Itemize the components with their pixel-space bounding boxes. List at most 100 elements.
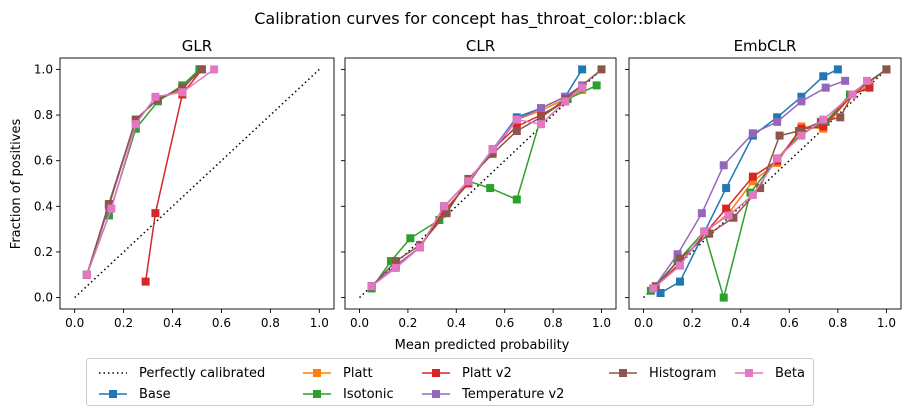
legend-label: Base [139,386,171,402]
line-square-marker-icon [609,369,637,377]
series-line-isotonic [86,68,200,276]
point-beta [819,115,828,124]
series-line-base [371,69,583,287]
x-axis-label: Mean predicted probability [395,338,570,353]
point-isotonic [512,195,521,204]
point-base [773,113,782,122]
point-histogram [178,83,187,92]
point-temperature-v2 [748,129,757,138]
point-beta [151,92,160,101]
point-temperature-v2 [773,117,782,126]
x-tick-label: 0.2 [114,316,133,330]
point-beta [178,88,187,97]
line-square-marker-icon [735,369,763,377]
point-base [797,92,806,101]
series-line-beta [86,68,215,276]
point-beta [649,284,658,293]
point-temperature-v2 [841,76,850,85]
reference-line [643,68,887,299]
legend-label: Perfectly calibrated [139,365,266,381]
point-platt [748,177,757,186]
series-line-beta [652,80,868,290]
point-beta [367,282,376,291]
series-line-platt-v2 [144,68,203,282]
point-beta [536,120,545,129]
point-beta [700,227,709,236]
point-base [676,277,684,286]
point-beta [416,243,425,252]
point-beta [676,261,684,270]
reference-line [359,68,602,299]
legend-item-base: Base [97,384,171,404]
legend-item-beta: Beta [733,363,805,383]
point-histogram [705,229,714,238]
x-tick-label: 0.2 [683,316,702,330]
x-tick-label: 0.6 [780,316,799,330]
point-temperature-v2 [797,97,806,106]
y-tick-label: 0.0 [34,291,53,305]
point-platt-v2 [151,209,160,218]
legend-item-temperature-v2: Temperature v2 [420,384,564,404]
point-platt-v2 [722,204,731,213]
point-platt-v2 [865,83,874,92]
chart-panels: GLR0.00.00.20.20.40.40.60.60.80.81.01.0C… [34,37,902,330]
plot-area [74,65,320,299]
panel-title: CLR [466,37,495,55]
series-line-beta [371,87,583,287]
point-beta [863,76,871,85]
panel-embclr: EmbCLR 0.0 0.2 0.4 0.6 0.8 1.0 [625,37,902,330]
x-tick-label: 0.0 [634,316,653,330]
point-isotonic [386,257,395,266]
legend-label: Beta [775,365,805,381]
series-line-platt [86,68,200,276]
point-platt-v2 [819,122,828,131]
point-histogram [391,257,400,266]
point-temperature-v2 [821,83,830,92]
panel-title: GLR [182,37,212,55]
plot-area [643,65,891,302]
point-beta [724,211,733,220]
point-histogram [775,131,784,140]
x-tick-label: 0.8 [544,316,563,330]
point-temperature-v2 [697,209,706,218]
legend: Perfectly calibrated Base Platt Isotonic… [86,358,814,406]
point-base [722,184,731,193]
point-histogram [676,254,684,263]
legend-label: Isotonic [343,386,394,402]
point-beta [131,120,140,129]
point-histogram [729,213,738,222]
legend-item-platt-v2: Platt v2 [420,363,512,383]
legend-item-histogram: Histogram [607,363,716,383]
point-base [833,65,842,74]
x-tick-label: 1.0 [877,316,896,330]
point-beta [210,65,219,74]
panel-glr: GLR 0.0 0.0 0.2 0.2 0.4 0.4 0.6 0.6 0.8 0.8 1.0 1.0 [34,37,335,330]
x-tick-label: 1.0 [592,316,611,330]
x-tick-label: 0.4 [163,316,182,330]
panel-clr: CLR 0.0 0.2 0.4 0.6 0.8 1.0 [341,37,617,330]
point-histogram [882,65,891,74]
point-histogram [512,127,521,136]
point-histogram [104,200,113,209]
point-histogram [197,65,206,74]
series-line-isotonic [650,68,887,301]
point-temperature-v2 [673,250,682,259]
point-isotonic [486,184,495,193]
point-base [656,289,665,298]
point-beta [82,270,91,279]
x-tick-label: 0.0 [350,316,369,330]
y-tick-label: 0.2 [34,245,53,259]
line-square-marker-icon [422,369,450,377]
plot-area [359,65,606,299]
point-beta [848,90,857,99]
x-tick-label: 0.8 [828,316,847,330]
point-isotonic [131,124,140,133]
legend-item-platt: Platt [301,363,373,383]
line-square-marker-icon [99,390,127,398]
point-base [819,72,828,81]
point-beta [391,263,400,272]
x-tick-label: 0.8 [261,316,280,330]
point-isotonic [435,216,444,225]
point-beta [464,177,473,186]
line-square-marker-icon [303,390,331,398]
